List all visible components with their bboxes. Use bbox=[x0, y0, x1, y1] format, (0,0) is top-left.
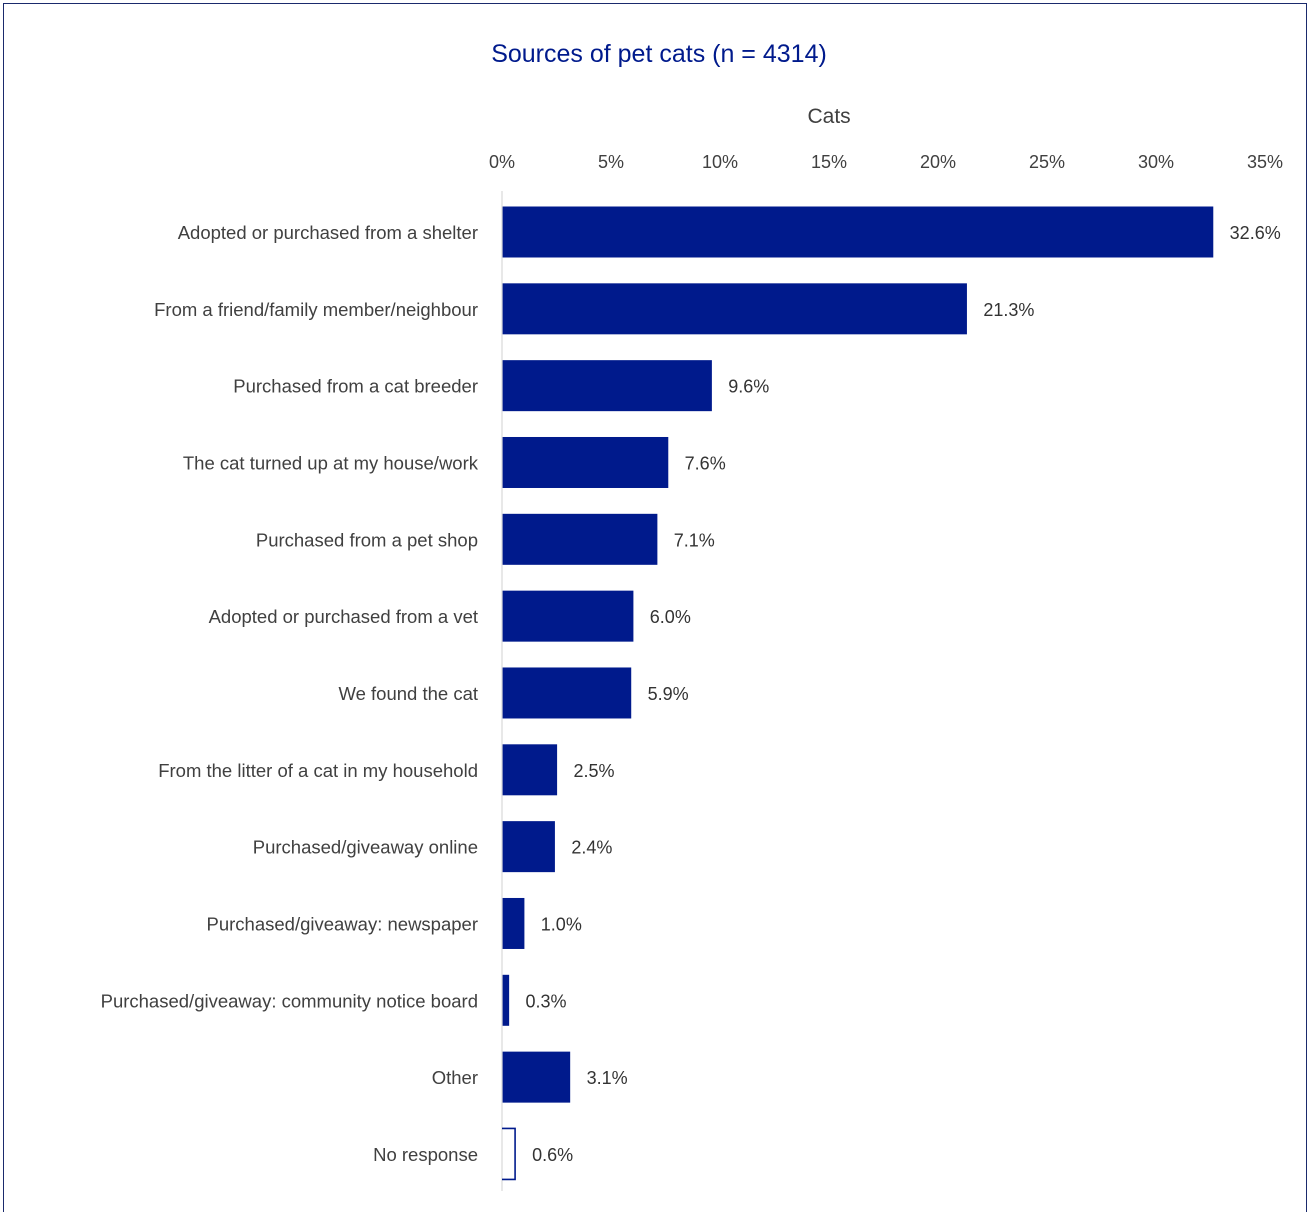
category-label: Purchased from a pet shop bbox=[256, 529, 478, 550]
data-labels: 32.6% 21.3% 9.6% 7.6% 7.1% 6.0% 5.9% 2.5% 2.4% 1.… bbox=[526, 223, 1281, 1165]
category-label: Purchased from a cat breeder bbox=[233, 376, 478, 397]
data-label: 9.6% bbox=[728, 377, 769, 397]
data-label: 7.6% bbox=[685, 453, 726, 473]
category-label: Purchased/giveaway: community notice boa… bbox=[101, 990, 478, 1011]
data-label: 5.9% bbox=[648, 684, 689, 704]
bar bbox=[502, 590, 634, 642]
bars bbox=[502, 206, 1214, 1181]
category-label: Other bbox=[432, 1067, 478, 1088]
category-label: We found the cat bbox=[338, 683, 478, 704]
data-label: 7.1% bbox=[674, 530, 715, 550]
x-tick-label: 25% bbox=[1029, 152, 1065, 172]
x-tick-label: 30% bbox=[1138, 152, 1174, 172]
bar bbox=[502, 1127, 516, 1181]
chart-title: Sources of pet cats (n = 4314) bbox=[491, 40, 827, 68]
bar bbox=[502, 513, 658, 565]
data-label: 32.6% bbox=[1230, 223, 1281, 243]
category-label: Purchased/giveaway online bbox=[253, 837, 478, 858]
axis-title: Cats bbox=[808, 105, 851, 128]
category-label: No response bbox=[373, 1144, 478, 1165]
x-tick-label: 35% bbox=[1247, 152, 1283, 172]
bar bbox=[502, 744, 558, 796]
x-tick-label: 15% bbox=[811, 152, 847, 172]
data-label: 2.4% bbox=[571, 838, 612, 858]
bar bbox=[502, 206, 1214, 258]
x-tick-label: 5% bbox=[598, 152, 624, 172]
bar bbox=[502, 283, 967, 335]
data-label: 3.1% bbox=[587, 1068, 628, 1088]
bar bbox=[502, 974, 510, 1026]
bar bbox=[502, 821, 555, 873]
category-labels: Adopted or purchased from a shelter From … bbox=[101, 222, 479, 1165]
category-label: From a friend/family member/neighbour bbox=[154, 299, 478, 320]
data-label: 0.6% bbox=[532, 1145, 573, 1165]
chart-svg: Sources of pet cats (n = 4314) Cats 0% 5%… bbox=[101, 40, 1283, 1191]
chart-frame: Sources of pet cats (n = 4314) Cats 0% 5%… bbox=[3, 3, 1307, 1212]
data-label: 6.0% bbox=[650, 607, 691, 627]
bar bbox=[502, 436, 669, 488]
data-label: 0.3% bbox=[526, 991, 567, 1011]
data-label: 21.3% bbox=[983, 300, 1034, 320]
x-tick-label: 10% bbox=[702, 152, 738, 172]
bar bbox=[502, 897, 525, 949]
bar bbox=[502, 360, 712, 412]
x-axis-ticks: 0% 5% 10% 15% 20% 25% 30% 35% bbox=[489, 152, 1283, 172]
x-tick-label: 0% bbox=[489, 152, 515, 172]
bar bbox=[502, 1051, 571, 1103]
x-tick-label: 20% bbox=[920, 152, 956, 172]
bar bbox=[502, 667, 632, 719]
category-label: From the litter of a cat in my household bbox=[158, 760, 478, 781]
category-label: Adopted or purchased from a shelter bbox=[178, 222, 478, 243]
data-label: 1.0% bbox=[541, 914, 582, 934]
category-label: Purchased/giveaway: newspaper bbox=[207, 913, 479, 934]
category-label: The cat turned up at my house/work bbox=[183, 452, 479, 473]
data-label: 2.5% bbox=[574, 761, 615, 781]
category-label: Adopted or purchased from a vet bbox=[209, 606, 478, 627]
